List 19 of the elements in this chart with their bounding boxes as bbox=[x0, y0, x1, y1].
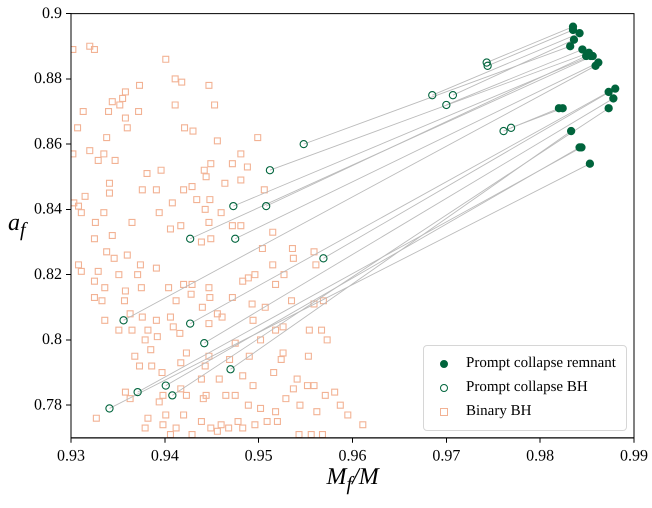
x-tick-label: 0.97 bbox=[432, 448, 460, 465]
x-tick-label: 0.95 bbox=[244, 448, 273, 465]
x-tick-label: 0.99 bbox=[620, 448, 648, 465]
y-tick-label: 0.86 bbox=[34, 135, 62, 152]
y-tick-label: 0.8 bbox=[42, 331, 62, 348]
y-tick-label: 0.82 bbox=[34, 266, 62, 283]
x-tick-label: 0.96 bbox=[338, 448, 366, 465]
y-axis-title: a$_{f}$ bbox=[8, 210, 26, 242]
legend-label: Prompt collapse BH bbox=[466, 379, 588, 396]
y-tick-label: 0.88 bbox=[34, 70, 62, 88]
legend-label: Binary BH bbox=[466, 403, 532, 420]
x-tick-label: 0.98 bbox=[526, 448, 554, 465]
x-tick-label: 0.93 bbox=[57, 448, 85, 465]
y-tick-label: 0.9 bbox=[42, 4, 62, 22]
y-tick-label: 0.84 bbox=[34, 200, 62, 218]
legend-label: Prompt collapse remnant bbox=[466, 355, 616, 372]
y-tick-label: 0.78 bbox=[34, 396, 62, 414]
x-tick-label: 0.94 bbox=[150, 448, 179, 465]
x-axis-title: M$_{f}$/M bbox=[326, 464, 379, 496]
